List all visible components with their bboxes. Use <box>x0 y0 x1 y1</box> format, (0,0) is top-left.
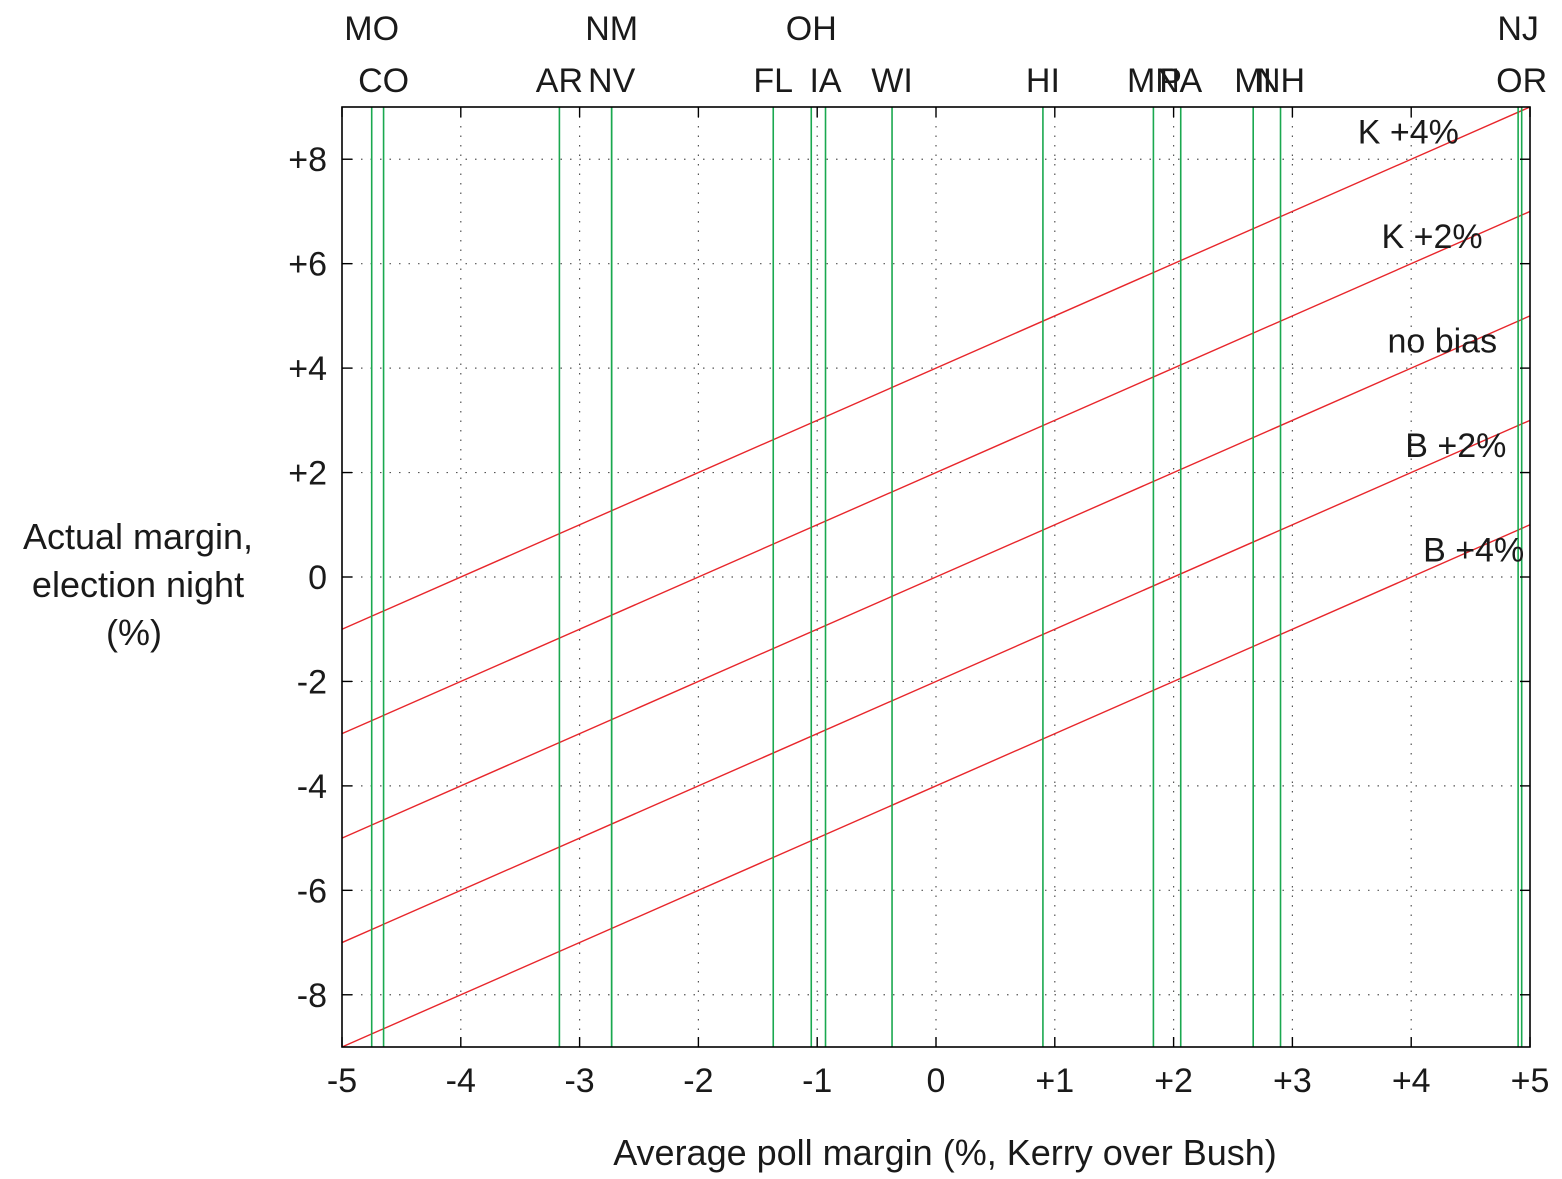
y-tick-label: -2 <box>297 663 327 701</box>
y-tick-label: +2 <box>288 455 327 493</box>
x-tick-label: -4 <box>446 1062 476 1100</box>
series-line <box>341 210 1531 735</box>
y-axis-title-line-1: Actual margin, <box>23 516 253 557</box>
series-label: K +2% <box>1382 218 1483 256</box>
state-label: NJ <box>1497 10 1539 48</box>
x-tick-label: -1 <box>802 1062 832 1100</box>
state-label: CO <box>358 62 409 100</box>
y-tick-label: -6 <box>297 872 327 910</box>
x-tick-label: -2 <box>683 1062 713 1100</box>
state-label: WI <box>871 62 913 100</box>
x-tick-label: -3 <box>564 1062 594 1100</box>
series-label: B +2% <box>1405 427 1506 465</box>
x-tick-label: +4 <box>1392 1062 1431 1100</box>
y-tick-label: +4 <box>288 350 327 388</box>
x-tick-label: 0 <box>927 1062 946 1100</box>
state-label: NV <box>588 62 636 100</box>
series-line <box>341 419 1531 944</box>
state-label: OR <box>1496 62 1547 100</box>
y-tick-labels: +8 +6 +4 +2 0 -2 -4 -6 -8 <box>288 141 1530 1015</box>
x-tick-label: +5 <box>1511 1062 1550 1100</box>
series-label: K +4% <box>1358 114 1459 152</box>
x-tick-label: +1 <box>1035 1062 1074 1100</box>
y-tick-label: -8 <box>297 977 327 1015</box>
x-tick-labels: -5 -4 -3 -2 -1 0 +1 +2 +3 +4 +5 <box>327 107 1550 1100</box>
state-label: NM <box>585 10 638 48</box>
series-line <box>341 524 1531 1048</box>
line-labels: K +4% K +2% no bias B +2% B +4% <box>1358 114 1524 570</box>
y-axis-title-line-2: election night <box>32 564 244 605</box>
series-line <box>341 315 1531 839</box>
state-label: IA <box>809 62 841 100</box>
y-axis-title-line-3: (%) <box>106 612 162 653</box>
x-tick-label: -5 <box>327 1062 357 1100</box>
x-tick-label: +2 <box>1154 1062 1193 1100</box>
state-label: FL <box>753 62 793 100</box>
state-lines <box>370 107 1523 1047</box>
series-label: B +4% <box>1423 531 1524 569</box>
state-label: MI <box>1234 62 1272 100</box>
y-tick-label: +6 <box>288 246 327 284</box>
x-axis-title: Average poll margin (%, Kerry over Bush) <box>613 1132 1277 1173</box>
series-label: no bias <box>1387 322 1497 360</box>
y-tick-label: +8 <box>288 141 327 179</box>
state-label: PA <box>1159 62 1202 100</box>
x-tick-label: +3 <box>1273 1062 1312 1100</box>
state-label: MO <box>344 10 399 48</box>
y-tick-label: 0 <box>308 559 327 597</box>
bias-lines <box>341 106 1531 1048</box>
y-tick-label: -4 <box>297 768 327 806</box>
state-label: AR <box>536 62 583 100</box>
state-label: OH <box>786 10 837 48</box>
state-label: HI <box>1026 62 1060 100</box>
state-label: NH <box>1256 62 1305 100</box>
state-label: MN <box>1127 62 1180 100</box>
series-line <box>341 106 1531 630</box>
